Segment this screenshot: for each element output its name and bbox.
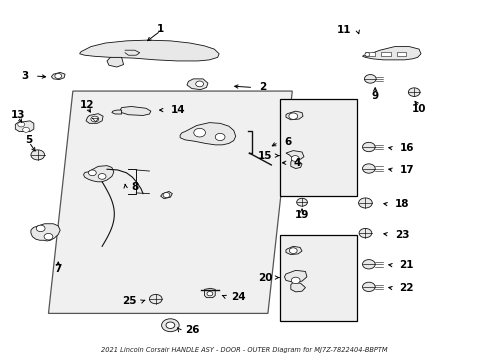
- Polygon shape: [160, 192, 172, 199]
- Circle shape: [165, 322, 174, 328]
- Polygon shape: [290, 282, 305, 292]
- Polygon shape: [285, 111, 303, 120]
- Circle shape: [358, 228, 371, 238]
- Circle shape: [291, 156, 299, 161]
- Text: 17: 17: [399, 165, 413, 175]
- Text: 13: 13: [10, 110, 25, 120]
- Text: 11: 11: [337, 25, 351, 35]
- Polygon shape: [83, 166, 114, 182]
- Circle shape: [362, 260, 374, 269]
- Text: 2: 2: [259, 82, 266, 93]
- Polygon shape: [204, 288, 215, 298]
- Circle shape: [215, 134, 224, 140]
- Polygon shape: [107, 57, 123, 67]
- Circle shape: [44, 233, 53, 240]
- Bar: [279, 99, 356, 196]
- Text: 8: 8: [131, 182, 138, 192]
- Text: 19: 19: [294, 211, 308, 220]
- Text: 6: 6: [284, 138, 291, 147]
- Circle shape: [36, 225, 45, 231]
- Bar: [396, 51, 406, 56]
- Text: 20: 20: [258, 273, 272, 283]
- Circle shape: [193, 129, 205, 137]
- Polygon shape: [80, 40, 219, 61]
- Text: 24: 24: [230, 292, 245, 302]
- Polygon shape: [284, 270, 306, 282]
- Text: 14: 14: [170, 105, 184, 115]
- Circle shape: [161, 319, 179, 332]
- Circle shape: [18, 122, 24, 127]
- Text: 10: 10: [411, 104, 426, 114]
- Text: 5: 5: [25, 135, 33, 145]
- Bar: [365, 51, 374, 56]
- Circle shape: [55, 73, 61, 78]
- Polygon shape: [51, 72, 65, 80]
- Polygon shape: [15, 121, 34, 132]
- Circle shape: [163, 193, 169, 198]
- Text: 26: 26: [184, 325, 199, 335]
- Polygon shape: [48, 91, 292, 314]
- Circle shape: [91, 116, 99, 122]
- Bar: [380, 51, 390, 56]
- Text: 16: 16: [399, 143, 413, 153]
- Circle shape: [288, 113, 297, 120]
- Circle shape: [296, 198, 307, 206]
- Circle shape: [358, 198, 371, 208]
- Polygon shape: [362, 46, 420, 60]
- Polygon shape: [186, 79, 207, 90]
- Polygon shape: [86, 114, 103, 123]
- Polygon shape: [290, 159, 302, 168]
- Circle shape: [362, 164, 374, 173]
- Circle shape: [22, 127, 29, 132]
- Circle shape: [362, 282, 374, 292]
- Text: 22: 22: [399, 283, 413, 293]
- Text: 2021 Lincoln Corsair HANDLE ASY - DOOR - OUTER Diagram for MJ7Z-7822404-BBPTM: 2021 Lincoln Corsair HANDLE ASY - DOOR -…: [101, 347, 387, 353]
- Circle shape: [362, 142, 374, 152]
- Text: 4: 4: [293, 158, 300, 168]
- Text: 21: 21: [399, 260, 413, 270]
- Text: 18: 18: [394, 199, 408, 210]
- Circle shape: [206, 292, 212, 296]
- Circle shape: [31, 150, 44, 160]
- Circle shape: [289, 248, 297, 253]
- Text: 1: 1: [157, 24, 164, 34]
- Polygon shape: [31, 224, 60, 241]
- Polygon shape: [285, 150, 304, 159]
- Circle shape: [98, 174, 106, 179]
- Text: 23: 23: [394, 230, 408, 239]
- Text: 25: 25: [122, 296, 136, 306]
- Text: 7: 7: [55, 264, 62, 274]
- Circle shape: [364, 53, 369, 56]
- Text: 12: 12: [80, 100, 95, 110]
- Text: 15: 15: [258, 150, 272, 161]
- Polygon shape: [285, 246, 302, 255]
- Circle shape: [195, 81, 203, 87]
- Polygon shape: [180, 123, 235, 145]
- Circle shape: [291, 277, 300, 284]
- Polygon shape: [112, 110, 122, 114]
- Text: 3: 3: [21, 71, 29, 81]
- Circle shape: [149, 294, 162, 304]
- Circle shape: [364, 75, 375, 83]
- Circle shape: [88, 170, 96, 176]
- Circle shape: [407, 88, 419, 96]
- Polygon shape: [120, 107, 151, 116]
- Bar: [279, 235, 356, 320]
- Text: 9: 9: [371, 91, 378, 101]
